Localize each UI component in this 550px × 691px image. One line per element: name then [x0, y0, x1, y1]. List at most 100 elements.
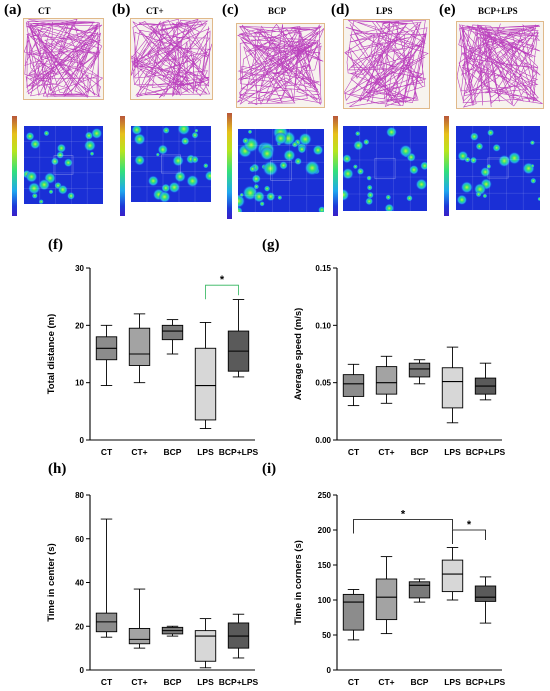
y-tick-label: 50 [322, 631, 331, 640]
y-tick-label: 250 [318, 491, 332, 500]
y-tick-label: 80 [75, 491, 84, 500]
y-axis-label: Time in corners (s) [293, 540, 304, 625]
y-tick-label: 0.15 [315, 264, 331, 273]
heatmap-spot [238, 194, 246, 208]
heatmap-spots-ct [24, 126, 103, 204]
heatmap-spot [312, 144, 324, 156]
panel-label-h: (h) [48, 461, 67, 477]
heatmap-spot [38, 178, 50, 191]
heatmap-center-zone [374, 157, 396, 180]
heatmap-spot [460, 181, 473, 194]
heatmap-spot [480, 166, 491, 178]
heatmap-spot [366, 175, 372, 181]
heatmap-spot [25, 131, 35, 141]
x-tick-label: CT [101, 447, 113, 457]
heatmap-spot [277, 195, 283, 201]
y-tick-label: 200 [318, 526, 332, 535]
x-tick-label: CT+ [378, 677, 394, 687]
heatmap-image-ct-plus [131, 126, 211, 202]
heatmap-spot [191, 131, 199, 139]
heatmap-spot [266, 191, 276, 202]
heatmap-spot [161, 183, 171, 193]
chart-time-in-center: 0 20 40 60 80 Time in center (s) CT CT+ BCP LPS BC… [46, 491, 259, 687]
trajectory-lines [131, 19, 212, 99]
heatmap-spot [177, 126, 191, 136]
heatmap-spot [475, 191, 482, 198]
heatmap-center-zone [270, 160, 292, 181]
box-0 [342, 374, 365, 397]
x-tick-label: BCP+LPS [466, 677, 506, 687]
x-tick-label: CT [348, 447, 360, 457]
x-tick-label: BCP+LPS [219, 447, 259, 457]
x-tick-label: CT+ [131, 447, 147, 457]
heatmap-spot [406, 194, 413, 202]
heatmap-spot [89, 151, 95, 156]
trajectory-image-bcp-lps [456, 21, 544, 109]
y-tick-label: 0.00 [315, 436, 331, 445]
heatmap-spot [158, 190, 171, 202]
heatmap-spot [67, 191, 75, 200]
heatmap-spot [356, 167, 365, 176]
heatmap-spot [279, 161, 288, 170]
trajectory-lines [237, 24, 324, 106]
box-3 [441, 559, 464, 593]
x-tick-label: LPS [197, 447, 214, 457]
x-tick-label: LPS [444, 447, 461, 457]
colorbar-ct [12, 116, 17, 216]
y-tick-label: 60 [75, 535, 84, 544]
heatmap-spots-bcp [238, 129, 324, 212]
heatmap-spot [247, 129, 253, 135]
y-tick-label: 0 [80, 666, 85, 675]
y-tick-label: 40 [75, 579, 84, 588]
heatmap-spot [343, 154, 352, 164]
trajectory-image-ct-plus [130, 18, 213, 100]
panel-label-f: (f) [48, 237, 63, 253]
heatmap-spot [63, 158, 73, 168]
trajectory-path-bcp-lps [457, 23, 543, 108]
heatmap-spot [385, 194, 392, 201]
heatmap-spot [242, 137, 250, 145]
box-1 [375, 578, 398, 621]
heatmap-spot [38, 199, 44, 204]
heatmap-spot [260, 146, 275, 161]
x-tick-label: BCP [411, 677, 429, 687]
heatmap-spot [174, 170, 186, 183]
heatmap-image-lps [343, 126, 427, 211]
box-0 [342, 593, 365, 631]
heatmap-spot [30, 138, 41, 150]
x-tick-label: LPS [444, 677, 461, 687]
y-tick-label: 0.05 [315, 379, 331, 388]
heatmap-spot [386, 126, 397, 138]
heatmap-spot [253, 183, 260, 190]
heatmap-spot [399, 144, 413, 158]
heatmap-spot [43, 130, 50, 137]
box-3 [194, 347, 217, 421]
track-title-lps: LPS [376, 6, 393, 16]
heatmap-spot [409, 164, 419, 175]
box-2 [161, 324, 184, 341]
heatmap-spots-bcp-lps [456, 126, 540, 210]
heatmap-spot [363, 138, 370, 146]
heatmap-spot [191, 155, 199, 164]
chart-average-speed: 0.00 0.05 0.10 0.15 Average speed (m/s) CT CT+… [293, 264, 506, 457]
heatmap-spot [262, 160, 279, 177]
box-3 [441, 367, 464, 409]
track-title-bcp: BCP [268, 6, 286, 16]
x-tick-label: BCP [164, 677, 182, 687]
x-tick-label: CT+ [378, 447, 394, 457]
heatmap-spot [253, 190, 265, 203]
colorbar-bcp [227, 113, 232, 219]
heatmap-spot [263, 185, 271, 192]
panel-label-a: (a) [4, 2, 22, 18]
trajectory-image-lps [343, 19, 430, 109]
box-2 [408, 362, 431, 378]
colorbar-lps [333, 116, 338, 216]
heatmap-spot [355, 130, 361, 137]
box-2 [408, 581, 431, 599]
y-tick-label: 150 [318, 561, 332, 570]
heatmap-spot [251, 174, 261, 184]
y-axis-label: Average speed (m/s) [293, 308, 304, 401]
y-axis-label: Total distance (m) [46, 314, 57, 395]
panel-label-e: (e) [439, 2, 456, 18]
heatmap-spot [508, 151, 521, 165]
